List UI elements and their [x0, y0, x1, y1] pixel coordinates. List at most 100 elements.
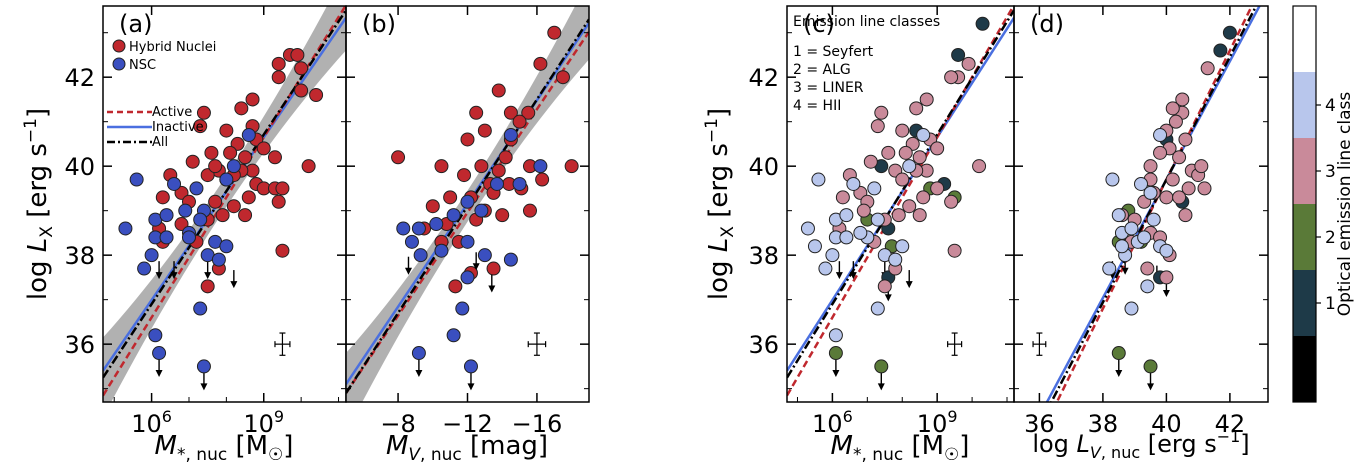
data-point-nsc: [196, 359, 211, 374]
data-point-class-4: [1105, 172, 1120, 187]
legend-c-item-2: 2 = ALG: [793, 62, 851, 78]
panel-b: −8 −12 −16 (b): [345, 5, 590, 438]
data-point-nsc: [159, 208, 174, 223]
data-point-nsc: [460, 194, 475, 209]
x-axis-title-a: M*, nuc [M☉]: [155, 431, 294, 465]
data-point-hybrid: [512, 114, 527, 129]
upper-limit-arrowhead: [230, 281, 238, 289]
data-point-hybrid: [215, 208, 230, 223]
data-point-class-2: [874, 359, 889, 374]
data-point-hybrid: [535, 172, 550, 187]
data-point-hybrid: [208, 194, 223, 209]
data-point-hybrid: [193, 119, 208, 134]
y-tick-label: 42: [64, 64, 95, 92]
x-tick-label: 109: [917, 407, 958, 438]
data-point-hybrid: [448, 279, 463, 294]
data-point-class-1: [1213, 43, 1228, 58]
panel-label: (b): [362, 10, 396, 38]
legend-all-label: All: [152, 135, 168, 150]
data-point-hybrid: [230, 136, 245, 151]
data-point-class-3: [972, 159, 987, 174]
data-point-hybrid: [498, 150, 513, 165]
data-point-class-3: [1178, 132, 1193, 147]
data-point-hybrid: [555, 70, 570, 85]
data-point-nsc: [512, 176, 527, 191]
upper-limit-arrowhead: [200, 383, 208, 391]
data-point-class-3: [895, 123, 910, 138]
data-point-nsc: [429, 217, 444, 232]
fit-line-all: [787, 9, 1014, 379]
data-point-class-3: [1140, 261, 1155, 276]
legend-ab: Hybrid Nuclei NSC Active Inactive All: [107, 39, 216, 150]
data-point-class-4: [902, 159, 917, 174]
x-tick-label: 38: [1088, 410, 1119, 438]
data-point-class-4: [811, 172, 826, 187]
data-point-nsc: [219, 239, 234, 254]
data-point-hybrid: [521, 105, 536, 120]
data-point-nsc: [477, 248, 492, 263]
data-point-class-3: [1181, 181, 1196, 196]
data-point-hybrid: [457, 168, 472, 183]
upper-limit-arrowhead: [849, 272, 857, 280]
y-axis-title-left: log LX [erg s−1]: [21, 108, 57, 300]
data-point-class-4: [1102, 261, 1117, 276]
data-point-class-3: [912, 208, 927, 223]
data-point-nsc: [241, 128, 256, 143]
data-point-class-3: [874, 105, 889, 120]
data-point-class-3: [863, 154, 878, 169]
colorbar-tick-label: 2: [1325, 228, 1336, 248]
data-point-nsc: [411, 221, 426, 236]
colorbar-segment: [1293, 6, 1316, 72]
legend-inactive-label: Inactive: [152, 120, 204, 135]
data-point-nsc: [474, 203, 489, 218]
data-point-class-3: [1194, 159, 1209, 174]
data-point-class-1: [975, 16, 990, 31]
data-point-hybrid: [477, 123, 492, 138]
panel-d: 36 38 40 42 (d): [1013, 5, 1269, 438]
panel-label: (d): [1030, 10, 1064, 38]
colorbar-label: Optical emission line class: [1335, 92, 1355, 317]
data-point-hybrid: [491, 163, 506, 178]
data-point-nsc: [152, 346, 167, 361]
data-point-class-3: [961, 56, 976, 71]
data-point-class-4: [870, 301, 885, 316]
data-point-class-3: [916, 190, 931, 205]
colorbar-segment: [1293, 204, 1316, 270]
data-point-class-4: [807, 239, 822, 254]
data-point-hybrid: [226, 199, 241, 214]
data-point-hybrid: [208, 159, 223, 174]
data-point-class-4: [853, 225, 868, 240]
upper-limit-arrowhead: [404, 267, 412, 275]
upper-limit-arrowhead: [1162, 289, 1170, 297]
legend-active-label: Active: [152, 105, 192, 120]
data-point-hybrid: [290, 47, 305, 62]
data-point-class-4: [839, 208, 854, 223]
upper-limit-arrowhead: [832, 370, 840, 378]
legend-nsc-marker: [112, 57, 126, 71]
data-point-nsc: [463, 359, 478, 374]
upper-limit-arrowhead: [1115, 370, 1123, 378]
data-point-class-2: [1111, 346, 1126, 361]
data-point-hybrid: [275, 181, 290, 196]
data-point-nsc: [226, 159, 241, 174]
data-point-hybrid: [267, 150, 282, 165]
data-point-hybrid: [223, 145, 238, 160]
data-point-nsc: [411, 346, 426, 361]
colorbar-frame: [1292, 5, 1317, 403]
y-tick-label: 40: [64, 153, 95, 181]
data-point-hybrid: [245, 92, 260, 107]
data-point-nsc: [189, 181, 204, 196]
data-point-class-3: [1159, 190, 1174, 205]
data-point-class-4: [800, 221, 815, 236]
upper-limit-arrowhead: [905, 281, 913, 289]
x-tick-label: −16: [512, 410, 563, 438]
data-point-class-1: [951, 47, 966, 62]
data-point-class-4: [818, 261, 833, 276]
data-point-hybrid: [294, 83, 309, 98]
data-point-class-4: [1143, 185, 1158, 200]
data-point-class-3: [1159, 270, 1174, 285]
axes-frame: [1013, 5, 1269, 403]
colorbar-tick-label: 3: [1325, 162, 1336, 182]
upper-limit-arrowhead: [155, 272, 163, 280]
x-tick-label: 36: [1024, 410, 1055, 438]
